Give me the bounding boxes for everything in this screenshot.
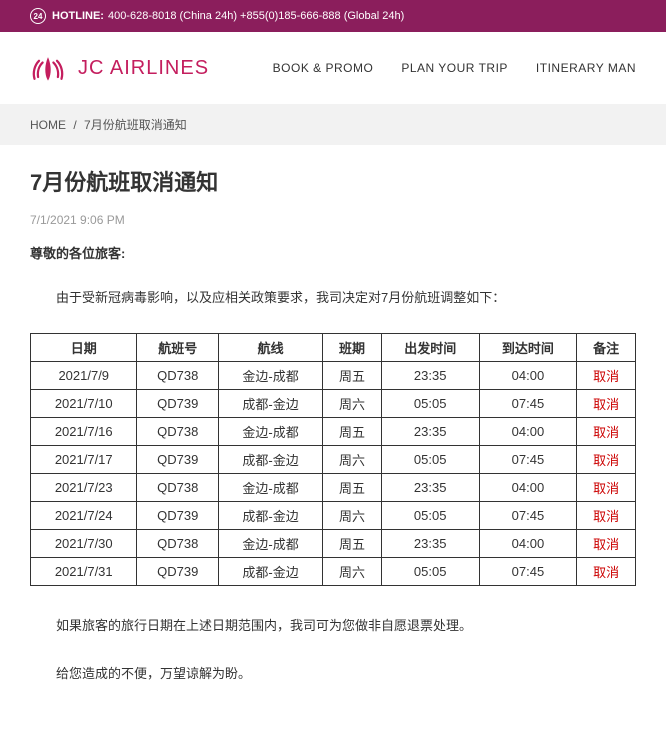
cell-route: 金边-成都	[218, 530, 322, 558]
salutation: 尊敬的各位旅客:	[30, 243, 636, 262]
cell-flight: QD738	[137, 362, 218, 390]
cell-arr: 04:00	[479, 362, 577, 390]
cell-dep: 05:05	[381, 502, 479, 530]
breadcrumb: HOME / 7月份航班取消通知	[0, 104, 666, 145]
cell-dep: 05:05	[381, 446, 479, 474]
cell-arr: 07:45	[479, 558, 577, 586]
cell-schedule: 周六	[323, 390, 382, 418]
cell-arr: 07:45	[479, 502, 577, 530]
cell-schedule: 周六	[323, 502, 382, 530]
cell-remark: 取消	[577, 446, 636, 474]
table-row: 2021/7/10QD739成都-金边周六05:0507:45取消	[31, 390, 636, 418]
cell-route: 成都-金边	[218, 446, 322, 474]
cell-date: 2021/7/31	[31, 558, 137, 586]
flight-table: 日期 航班号 航线 班期 出发时间 到达时间 备注 2021/7/9QD738金…	[30, 333, 636, 586]
cell-remark: 取消	[577, 474, 636, 502]
cell-dep: 23:35	[381, 530, 479, 558]
th-remark: 备注	[577, 334, 636, 362]
cell-route: 成都-金边	[218, 502, 322, 530]
th-date: 日期	[31, 334, 137, 362]
table-row: 2021/7/16QD738金边-成都周五23:3504:00取消	[31, 418, 636, 446]
cell-remark: 取消	[577, 530, 636, 558]
cell-date: 2021/7/17	[31, 446, 137, 474]
cell-arr: 07:45	[479, 390, 577, 418]
cell-date: 2021/7/24	[31, 502, 137, 530]
cell-flight: QD738	[137, 530, 218, 558]
cell-remark: 取消	[577, 502, 636, 530]
nav-book-promo[interactable]: BOOK & PROMO	[273, 61, 374, 75]
cell-schedule: 周五	[323, 418, 382, 446]
cell-dep: 23:35	[381, 418, 479, 446]
page-title: 7月份航班取消通知	[30, 165, 636, 197]
table-row: 2021/7/17QD739成都-金边周六05:0507:45取消	[31, 446, 636, 474]
cell-arr: 04:00	[479, 418, 577, 446]
page-date: 7/1/2021 9:06 PM	[30, 213, 636, 227]
cell-remark: 取消	[577, 558, 636, 586]
th-arr: 到达时间	[479, 334, 577, 362]
cell-date: 2021/7/10	[31, 390, 137, 418]
th-dep: 出发时间	[381, 334, 479, 362]
table-row: 2021/7/30QD738金边-成都周五23:3504:00取消	[31, 530, 636, 558]
header: JC AIRLINES BOOK & PROMO PLAN YOUR TRIP …	[0, 32, 666, 104]
nav-plan-trip[interactable]: PLAN YOUR TRIP	[401, 61, 508, 75]
paragraph-refund: 如果旅客的旅行日期在上述日期范围内，我司可为您做非自愿退票处理。	[30, 614, 636, 637]
cell-flight: QD739	[137, 558, 218, 586]
content: 7月份航班取消通知 7/1/2021 9:06 PM 尊敬的各位旅客: 由于受新…	[0, 145, 666, 729]
cell-remark: 取消	[577, 362, 636, 390]
cell-flight: QD738	[137, 418, 218, 446]
cell-schedule: 周五	[323, 362, 382, 390]
cell-date: 2021/7/9	[31, 362, 137, 390]
hotline-label: HOTLINE:	[52, 10, 104, 22]
brand-name: JC AIRLINES	[78, 57, 209, 80]
cell-flight: QD738	[137, 474, 218, 502]
cell-arr: 04:00	[479, 474, 577, 502]
logo-icon	[30, 50, 66, 86]
cell-flight: QD739	[137, 390, 218, 418]
logo-block[interactable]: JC AIRLINES	[30, 50, 209, 86]
cell-dep: 23:35	[381, 362, 479, 390]
cell-flight: QD739	[137, 502, 218, 530]
cell-dep: 05:05	[381, 558, 479, 586]
cell-arr: 04:00	[479, 530, 577, 558]
cell-route: 金边-成都	[218, 418, 322, 446]
table-row: 2021/7/23QD738金边-成都周五23:3504:00取消	[31, 474, 636, 502]
cell-flight: QD739	[137, 446, 218, 474]
nav-itinerary[interactable]: ITINERARY MAN	[536, 61, 636, 75]
breadcrumb-separator: /	[73, 118, 76, 132]
hotline-bar: 24 HOTLINE: 400-628-8018 (China 24h) +85…	[0, 0, 666, 32]
table-row: 2021/7/31QD739成都-金边周六05:0507:45取消	[31, 558, 636, 586]
cell-schedule: 周六	[323, 558, 382, 586]
cell-schedule: 周五	[323, 474, 382, 502]
cell-route: 成都-金边	[218, 558, 322, 586]
cell-schedule: 周五	[323, 530, 382, 558]
hotline-text: 400-628-8018 (China 24h) +855(0)185-666-…	[108, 10, 404, 22]
nav: BOOK & PROMO PLAN YOUR TRIP ITINERARY MA…	[273, 61, 636, 75]
cell-schedule: 周六	[323, 446, 382, 474]
table-row: 2021/7/9QD738金边-成都周五23:3504:00取消	[31, 362, 636, 390]
cell-date: 2021/7/16	[31, 418, 137, 446]
cell-dep: 05:05	[381, 390, 479, 418]
th-schedule: 班期	[323, 334, 382, 362]
cell-remark: 取消	[577, 390, 636, 418]
cell-date: 2021/7/30	[31, 530, 137, 558]
clock-24-icon: 24	[30, 8, 46, 24]
paragraph-apology: 给您造成的不便，万望谅解为盼。	[30, 662, 636, 685]
cell-route: 金边-成都	[218, 362, 322, 390]
breadcrumb-current: 7月份航班取消通知	[84, 118, 187, 132]
cell-route: 金边-成都	[218, 474, 322, 502]
cell-arr: 07:45	[479, 446, 577, 474]
cell-remark: 取消	[577, 418, 636, 446]
table-header-row: 日期 航班号 航线 班期 出发时间 到达时间 备注	[31, 334, 636, 362]
th-route: 航线	[218, 334, 322, 362]
breadcrumb-home[interactable]: HOME	[30, 118, 66, 132]
cell-dep: 23:35	[381, 474, 479, 502]
table-row: 2021/7/24QD739成都-金边周六05:0507:45取消	[31, 502, 636, 530]
cell-date: 2021/7/23	[31, 474, 137, 502]
th-flight: 航班号	[137, 334, 218, 362]
intro-paragraph: 由于受新冠病毒影响，以及应相关政策要求，我司决定对7月份航班调整如下：	[30, 286, 636, 309]
cell-route: 成都-金边	[218, 390, 322, 418]
